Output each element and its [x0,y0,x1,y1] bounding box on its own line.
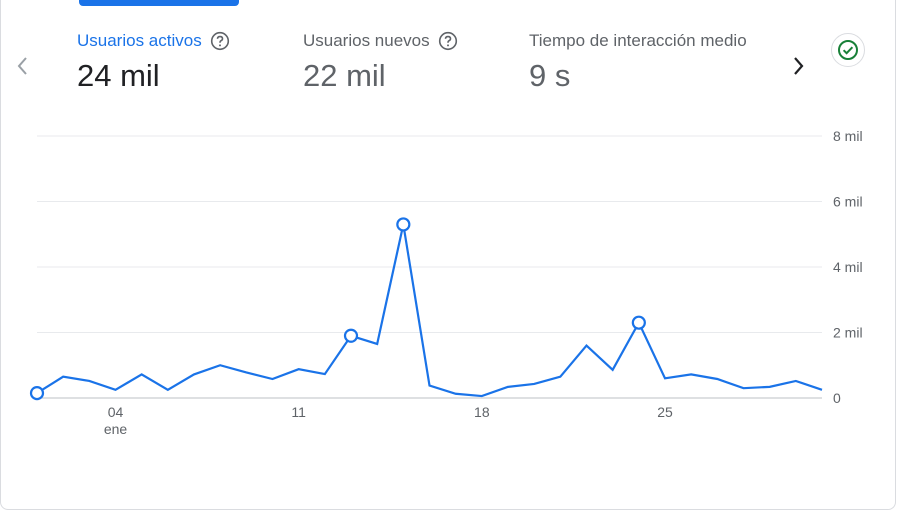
metric-label-text: Usuarios nuevos [303,31,430,50]
next-metric-button[interactable] [786,52,810,80]
status-indicator[interactable] [831,33,865,67]
y-tick-label: 2 mil [833,325,863,341]
metric-label-text: Tiempo de interacción medio [529,31,747,50]
x-tick-label: 04 [108,404,124,420]
x-tick-sublabel: ene [104,421,128,437]
series-line [36,224,823,398]
metric-label-active-users: Usuarios activos [77,28,230,54]
metric-value-active-users: 24 mil [77,58,160,93]
previous-metric-button[interactable] [11,52,35,80]
chevron-left-icon [17,57,27,75]
x-tick-label: 25 [657,404,673,420]
metric-value-new-users: 22 mil [303,58,386,93]
metric-tab-avg-engagement-time[interactable]: Tiempo de interacción medio 9 s [529,28,747,94]
y-tick-label: 6 mil [833,194,863,210]
y-tick-label: 4 mil [833,259,863,275]
metric-tab-active-users[interactable]: Usuarios activos 24 mil [77,28,230,94]
data-point-marker [343,328,359,343]
metric-label-new-users: Usuarios nuevos [303,28,458,54]
active-tab-indicator [79,0,239,6]
metric-label-text: Usuarios activos [77,31,202,50]
help-icon[interactable] [438,31,458,51]
check-circle-icon [838,40,858,60]
help-icon[interactable] [210,31,230,51]
x-tick-label: 18 [474,404,490,420]
metric-tab-new-users[interactable]: Usuarios nuevos 22 mil [303,28,458,94]
metric-value-avg-engagement-time: 9 s [529,58,571,93]
data-point-marker [29,385,45,401]
data-point-marker [396,217,411,232]
y-tick-label: 8 mil [833,128,863,144]
data-point-marker [631,315,646,330]
chevron-right-icon [794,57,804,75]
metric-label-avg-engagement-time: Tiempo de interacción medio [529,28,747,54]
x-tick-label: 11 [291,404,306,420]
y-tick-label: 0 [833,390,841,406]
